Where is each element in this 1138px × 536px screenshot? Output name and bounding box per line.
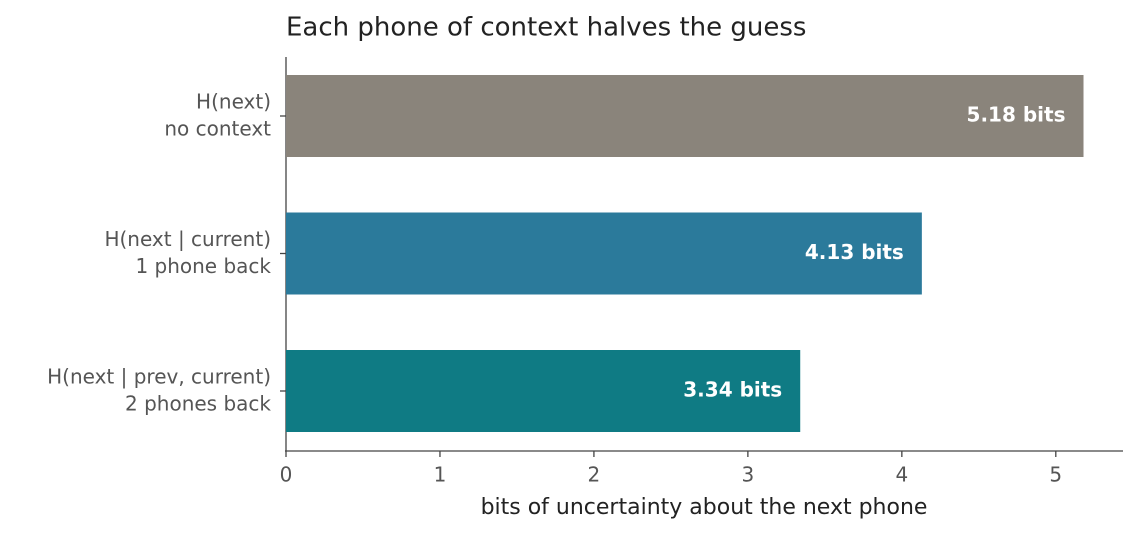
x-axis-label: bits of uncertainty about the next phone	[481, 495, 928, 520]
y-tick-label: H(next | current) 1 phone back	[104, 227, 271, 278]
x-tick-label: 0	[280, 463, 293, 487]
bar	[286, 350, 801, 432]
x-tick-label: 4	[895, 463, 908, 487]
value-label: 3.34 bits	[683, 378, 782, 402]
value-label: 4.13 bits	[805, 240, 904, 264]
x-tick-label: 1	[434, 463, 447, 487]
x-tick-label: 3	[742, 463, 755, 487]
y-tick-label: H(next | prev, current) 2 phones back	[47, 364, 271, 415]
x-tick-label: 2	[588, 463, 601, 487]
bar	[286, 75, 1084, 157]
bar	[286, 212, 922, 295]
x-tick-label: 5	[1049, 463, 1062, 487]
y-tick-label: H(next) no context	[164, 89, 271, 140]
value-label: 5.18 bits	[967, 103, 1066, 127]
chart-title: Each phone of context halves the guess	[286, 13, 806, 43]
